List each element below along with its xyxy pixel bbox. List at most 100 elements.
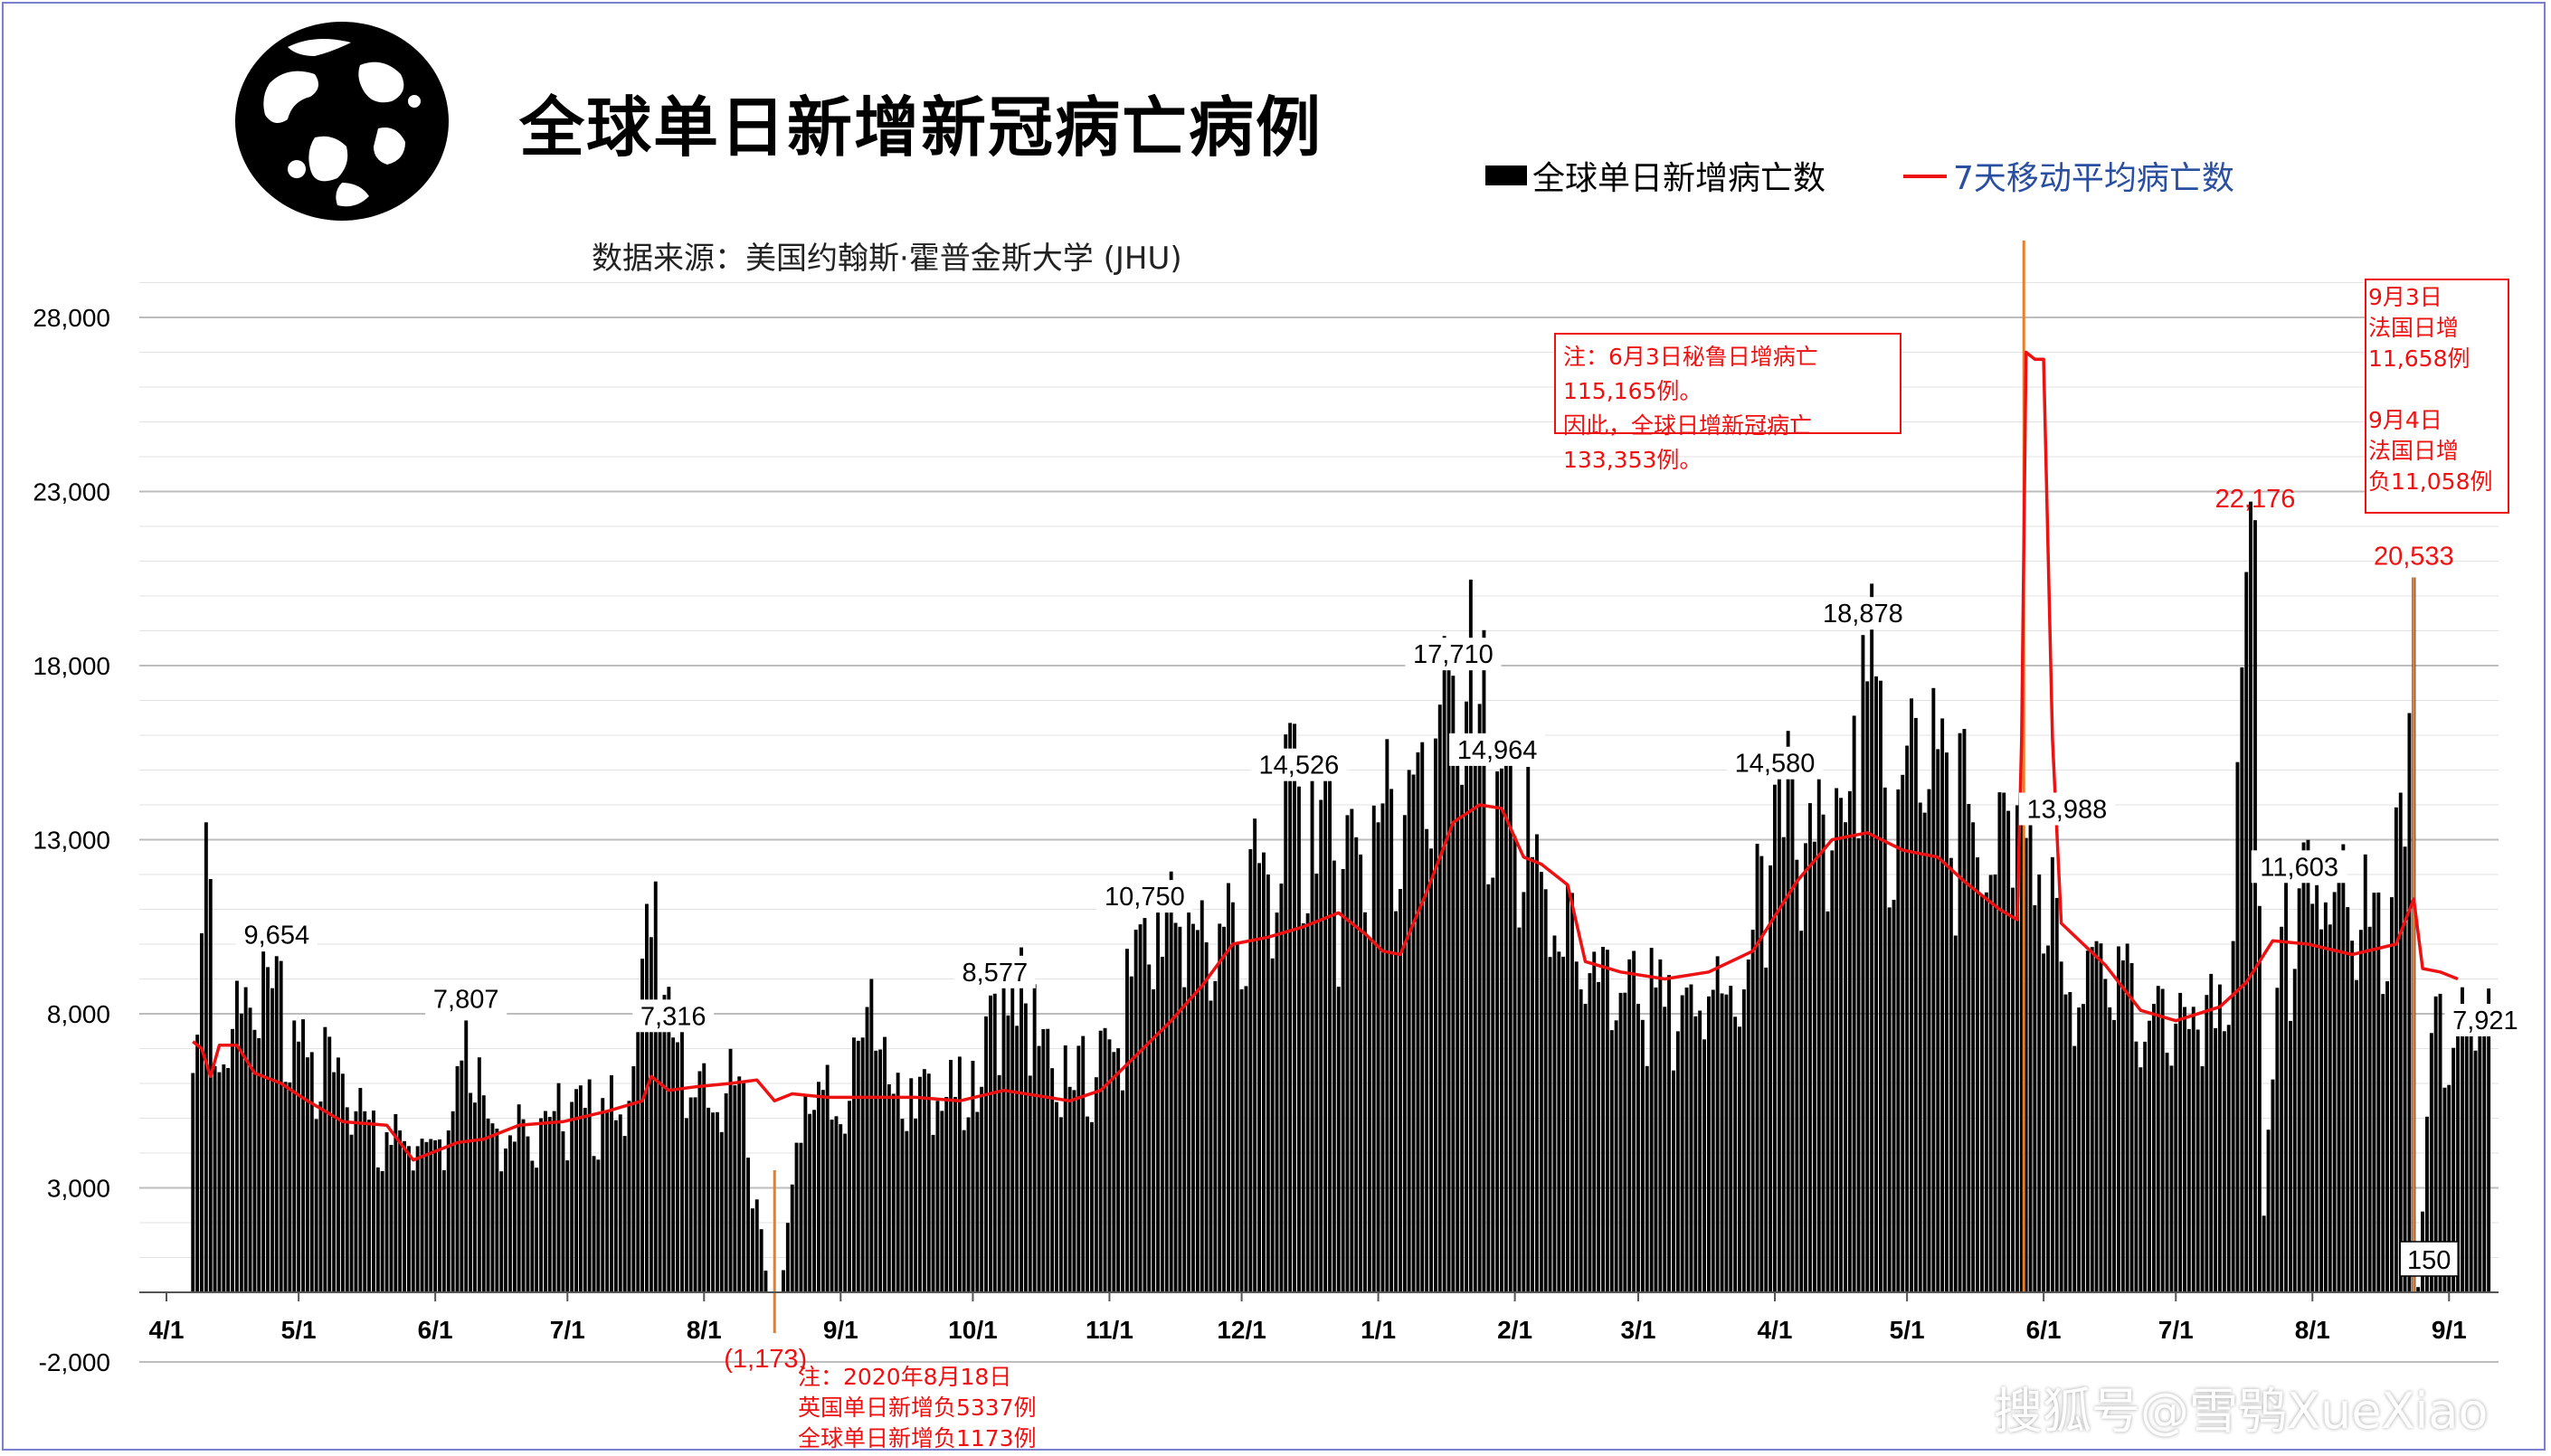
daily-deaths-bar [2297, 888, 2301, 1292]
daily-deaths-bar [719, 1131, 724, 1292]
daily-deaths-bar [1416, 752, 1420, 1292]
daily-deaths-bar [1865, 681, 1870, 1292]
daily-deaths-bar [2222, 1031, 2226, 1293]
daily-deaths-bar [217, 1072, 222, 1292]
daily-deaths-bar [1953, 935, 1958, 1292]
data-label: 20,533 [2374, 543, 2454, 572]
daily-deaths-bar [1262, 852, 1266, 1292]
daily-deaths-bar [1503, 761, 1508, 1292]
daily-deaths-bar [1672, 1070, 1675, 1292]
daily-deaths-bar [724, 1093, 728, 1292]
daily-deaths-bar [662, 995, 667, 1292]
daily-deaths-bar [931, 1134, 935, 1292]
daily-deaths-bar [707, 1107, 711, 1292]
daily-deaths-bar [962, 1130, 966, 1292]
x-tick-label: 6/1 [2026, 1316, 2062, 1344]
daily-deaths-bar [874, 1050, 878, 1292]
data-label-bg [1096, 880, 1193, 913]
daily-deaths-bar [2249, 501, 2252, 1292]
daily-deaths-bar [733, 1085, 737, 1292]
daily-deaths-bar [2240, 667, 2244, 1292]
daily-deaths-bar [2191, 1007, 2195, 1292]
uk-note-line: 全球单日新增负1173例 [798, 1425, 1037, 1451]
daily-deaths-bar [971, 1061, 975, 1292]
daily-deaths-bar [372, 1111, 375, 1292]
daily-deaths-bar [429, 1139, 433, 1292]
daily-deaths-bar [2068, 992, 2072, 1292]
daily-deaths-bar [830, 1120, 834, 1292]
daily-deaths-bar [2319, 929, 2323, 1292]
globe-icon [235, 22, 449, 221]
daily-deaths-bar [2482, 1012, 2487, 1292]
daily-deaths-bar [2169, 1065, 2174, 1292]
daily-deaths-bar [1856, 837, 1861, 1292]
daily-deaths-bar [446, 1130, 450, 1292]
daily-deaths-bar [940, 1111, 944, 1292]
daily-deaths-bar [1266, 875, 1270, 1292]
legend-bar-swatch [1485, 165, 1527, 185]
daily-deaths-bar [1693, 1016, 1698, 1292]
daily-deaths-bar [856, 1040, 860, 1292]
daily-deaths-bar [2355, 979, 2358, 1292]
daily-deaths-bar [473, 1102, 477, 1292]
daily-deaths-bar [989, 995, 992, 1292]
x-tick-label: 8/1 [2295, 1316, 2330, 1344]
daily-deaths-bar [1945, 752, 1949, 1292]
daily-deaths-bar [1526, 767, 1531, 1292]
daily-deaths-bar [2478, 1016, 2482, 1292]
daily-deaths-bar [1323, 757, 1328, 1292]
daily-deaths-bar [2165, 1053, 2169, 1292]
daily-deaths-bar [547, 1117, 552, 1292]
daily-deaths-bar [2099, 943, 2103, 1292]
data-label: 13,988 [2027, 796, 2108, 825]
daily-deaths-bar [1583, 1004, 1588, 1292]
daily-deaths-bar [1971, 822, 1976, 1293]
daily-deaths-bar [2425, 1116, 2429, 1292]
daily-deaths-bar [2082, 1004, 2085, 1292]
x-tick-label: 4/1 [1758, 1316, 1793, 1344]
daily-deaths-bar [1072, 1090, 1076, 1292]
daily-deaths-bar [843, 1133, 848, 1292]
daily-deaths-bar [1477, 704, 1482, 1292]
data-label-bg [1815, 597, 1911, 630]
daily-deaths-bar [1913, 717, 1918, 1292]
daily-deaths-bar [243, 987, 248, 1292]
daily-deaths-bar [2129, 963, 2134, 1292]
daily-deaths-bar [803, 1093, 808, 1292]
daily-deaths-bar [354, 1111, 358, 1292]
daily-deaths-bar [839, 1124, 843, 1292]
daily-deaths-bar [1367, 938, 1371, 1292]
daily-deaths-bar [415, 1146, 420, 1292]
data-label-bg [425, 982, 507, 1016]
daily-deaths-bar [1940, 718, 1945, 1292]
daily-deaths-bar [1746, 960, 1750, 1292]
daily-deaths-bar [384, 1132, 389, 1292]
daily-deaths-bar [521, 1119, 526, 1292]
daily-deaths-bar [676, 1042, 679, 1292]
daily-deaths-bar [1081, 1035, 1086, 1292]
daily-deaths-bar [1654, 987, 1658, 1292]
daily-deaths-bar [1270, 958, 1275, 1292]
chart-title: 全球单日新增新冠病亡病例 [519, 90, 1323, 165]
daily-deaths-bar [684, 1118, 688, 1292]
daily-deaths-bar [1345, 815, 1350, 1292]
daily-deaths-bar [2011, 887, 2015, 1292]
data-label-box [2399, 1241, 2459, 1277]
daily-deaths-bar [746, 1158, 750, 1292]
daily-deaths-bar [2033, 905, 2037, 1292]
daily-deaths-bar [318, 1101, 323, 1292]
daily-deaths-bar [820, 1090, 825, 1292]
daily-deaths-bar [292, 1020, 297, 1292]
daily-deaths-bar [1790, 760, 1795, 1292]
daily-deaths-bar [2028, 796, 2033, 1292]
daily-deaths-bar [1094, 1077, 1098, 1292]
daily-deaths-bar [658, 1028, 662, 1292]
daily-deaths-bar [1279, 884, 1284, 1292]
daily-deaths-bar [2358, 930, 2363, 1292]
daily-deaths-bar [1107, 1039, 1112, 1292]
daily-deaths-bar [1209, 1000, 1213, 1292]
daily-deaths-bar [2275, 988, 2280, 1292]
daily-deaths-bar [1121, 1090, 1124, 1292]
daily-deaths-bar [2315, 884, 2319, 1292]
daily-deaths-bar [200, 933, 204, 1292]
